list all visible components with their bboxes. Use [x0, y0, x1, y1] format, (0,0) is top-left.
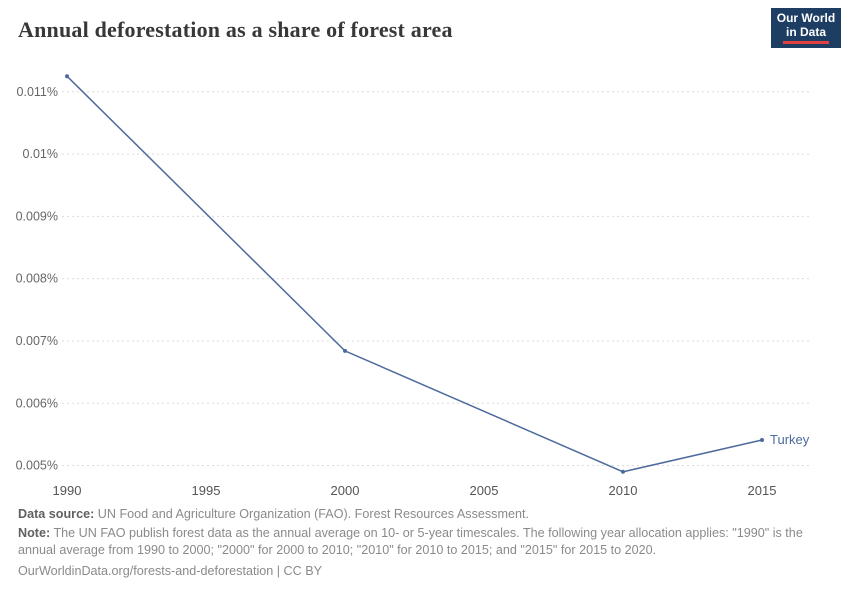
y-tick-label: 0.006%: [16, 396, 58, 410]
data-point[interactable]: [65, 74, 69, 79]
y-tick-label: 0.009%: [16, 209, 58, 223]
owid-logo-line2: in Data: [785, 24, 826, 39]
y-tick-label: 0.008%: [16, 272, 58, 286]
data-source-line: Data source: UN Food and Agriculture Org…: [18, 506, 834, 522]
data-point[interactable]: [760, 438, 764, 443]
note-text: The UN FAO publish forest data as the an…: [18, 526, 803, 557]
data-point[interactable]: [343, 348, 347, 353]
x-tick-label: 1995: [192, 483, 221, 498]
x-tick-label: 2015: [748, 483, 777, 498]
series-label[interactable]: Turkey: [770, 432, 810, 447]
data-point[interactable]: [621, 469, 625, 474]
owid-logo-line1: Our World: [776, 10, 836, 25]
x-tick-label: 1990: [53, 483, 82, 498]
x-tick-label: 2010: [609, 483, 638, 498]
y-tick-label: 0.005%: [16, 459, 58, 473]
chart-footer: Data source: UN Food and Agriculture Org…: [18, 506, 834, 579]
turkey-line[interactable]: [66, 75, 763, 473]
note-label: Note:: [18, 526, 51, 541]
owid-logo[interactable]: Our World in Data: [771, 8, 841, 48]
y-tick-label: 0.011%: [17, 85, 58, 99]
x-tick-label: 2000: [331, 483, 360, 498]
x-tick-label: 2005: [470, 483, 499, 498]
note-line: Note: The UN FAO publish forest data as …: [18, 525, 834, 558]
y-tick-label: 0.01%: [23, 147, 58, 161]
line-chart: 0.011% 0.01% 0.009% 0.008% 0.007% 0.006% 0.005…: [16, 74, 812, 498]
chart-title: Annual deforestation as a share of fores…: [18, 17, 453, 42]
data-source-label: Data source:: [18, 507, 95, 521]
owid-logo-red-bar: [783, 41, 829, 45]
license-link[interactable]: OurWorldinData.org/forests-and-deforesta…: [18, 564, 323, 579]
y-tick-label: 0.007%: [16, 334, 58, 348]
data-source-text: UN Food and Agriculture Organization (FA…: [94, 507, 529, 521]
